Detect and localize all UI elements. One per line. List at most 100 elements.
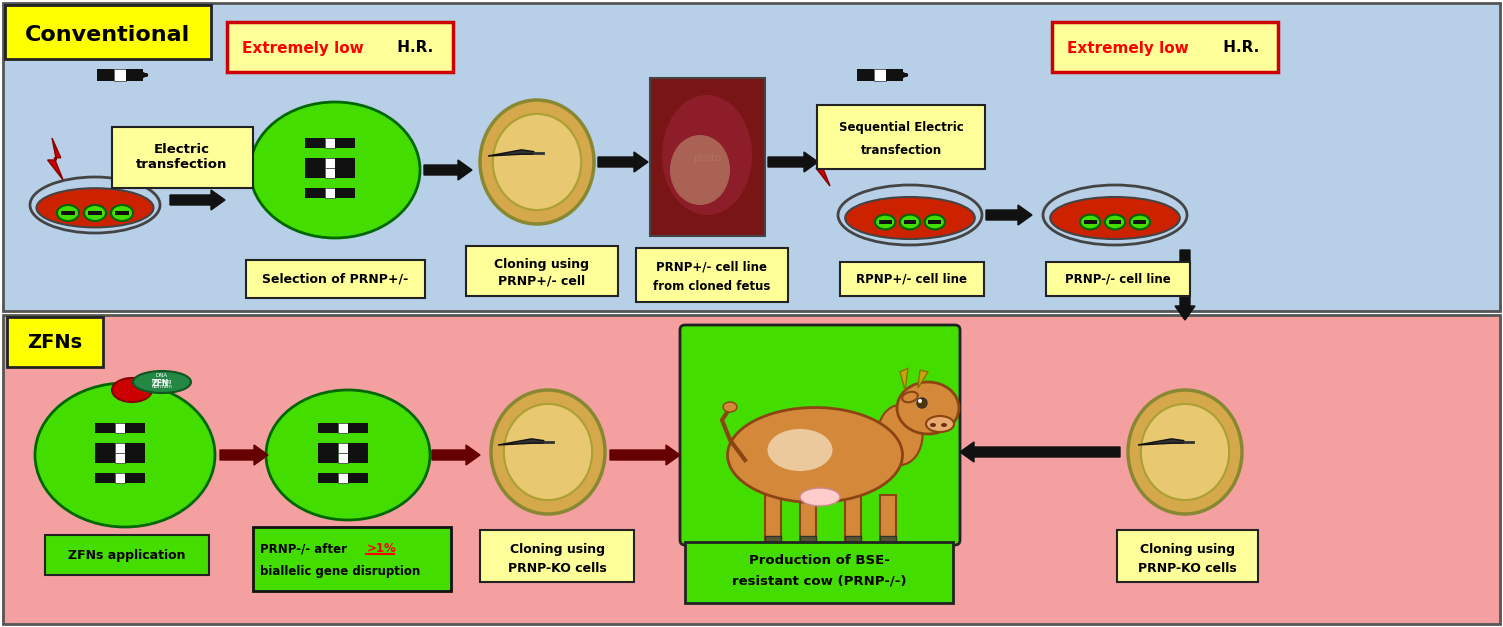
Ellipse shape <box>504 404 592 500</box>
FancyArrow shape <box>424 160 472 180</box>
Ellipse shape <box>84 205 107 221</box>
FancyBboxPatch shape <box>1117 530 1258 582</box>
Ellipse shape <box>57 205 80 221</box>
Text: Extremely low: Extremely low <box>1067 41 1189 56</box>
Text: Electric
transfection: Electric transfection <box>137 143 227 171</box>
FancyBboxPatch shape <box>227 22 452 72</box>
Circle shape <box>918 399 921 403</box>
Bar <box>125 70 143 81</box>
Text: biallelic gene disruption: biallelic gene disruption <box>260 564 421 577</box>
Bar <box>875 70 885 81</box>
Ellipse shape <box>878 405 923 465</box>
Polygon shape <box>1138 439 1184 445</box>
FancyArrow shape <box>986 205 1033 225</box>
Text: PRNP-/- cell line: PRNP-/- cell line <box>1066 273 1171 285</box>
Bar <box>349 453 368 463</box>
Bar <box>305 138 325 148</box>
Bar <box>125 443 144 453</box>
FancyBboxPatch shape <box>479 530 634 582</box>
Ellipse shape <box>661 95 752 215</box>
Ellipse shape <box>924 214 945 229</box>
Polygon shape <box>816 148 830 186</box>
Bar <box>319 473 338 483</box>
Ellipse shape <box>1081 214 1100 229</box>
Ellipse shape <box>249 102 419 238</box>
Bar <box>1133 220 1147 224</box>
Bar <box>845 536 861 544</box>
FancyBboxPatch shape <box>246 260 425 298</box>
Polygon shape <box>497 439 544 445</box>
Polygon shape <box>900 368 908 390</box>
Bar <box>325 158 335 168</box>
Polygon shape <box>48 138 63 180</box>
Ellipse shape <box>845 197 975 239</box>
FancyBboxPatch shape <box>3 3 1500 311</box>
FancyArrow shape <box>219 445 268 465</box>
Ellipse shape <box>1130 214 1150 229</box>
Text: PRNP+/- cell line: PRNP+/- cell line <box>657 261 768 274</box>
Ellipse shape <box>1127 390 1241 514</box>
Ellipse shape <box>727 408 902 502</box>
Bar <box>765 495 782 540</box>
Ellipse shape <box>875 214 896 229</box>
Text: ZFN: ZFN <box>152 379 170 387</box>
Text: DNA
binding
domain: DNA binding domain <box>152 372 173 389</box>
Ellipse shape <box>897 382 959 434</box>
Ellipse shape <box>768 429 833 471</box>
Text: Extremely low: Extremely low <box>242 41 364 56</box>
Ellipse shape <box>113 378 152 402</box>
FancyBboxPatch shape <box>636 248 788 302</box>
Bar <box>879 536 896 544</box>
Bar <box>857 70 875 81</box>
FancyArrow shape <box>170 190 225 210</box>
Text: ZFNs application: ZFNs application <box>68 549 186 562</box>
FancyArrow shape <box>960 442 1120 462</box>
Text: Cloning using: Cloning using <box>494 258 589 271</box>
FancyBboxPatch shape <box>466 246 618 296</box>
Bar <box>349 423 368 433</box>
FancyBboxPatch shape <box>45 535 209 575</box>
Bar <box>335 188 355 198</box>
FancyArrow shape <box>768 152 818 172</box>
Bar <box>95 473 116 483</box>
Bar <box>929 220 941 224</box>
Text: H.R.: H.R. <box>392 41 433 56</box>
Ellipse shape <box>800 488 840 506</box>
FancyBboxPatch shape <box>1046 262 1190 296</box>
Bar <box>349 443 368 453</box>
Bar <box>125 423 144 433</box>
Bar <box>305 168 325 178</box>
FancyBboxPatch shape <box>5 5 210 59</box>
FancyBboxPatch shape <box>8 317 104 367</box>
FancyBboxPatch shape <box>1052 22 1278 72</box>
FancyArrow shape <box>431 445 479 465</box>
FancyArrow shape <box>1175 250 1195 320</box>
FancyBboxPatch shape <box>685 542 953 603</box>
Bar <box>95 423 116 433</box>
Bar <box>116 211 129 215</box>
Bar <box>879 220 891 224</box>
Text: transfection: transfection <box>860 144 941 157</box>
Bar <box>125 453 144 463</box>
Bar <box>89 211 102 215</box>
Text: PRNP+/- cell: PRNP+/- cell <box>499 275 586 288</box>
Bar <box>1109 220 1121 224</box>
Bar <box>325 168 335 178</box>
Bar <box>338 423 349 433</box>
Ellipse shape <box>132 371 191 393</box>
Bar <box>335 138 355 148</box>
Text: >1%: >1% <box>367 542 397 556</box>
Ellipse shape <box>35 383 215 527</box>
FancyArrow shape <box>598 152 648 172</box>
Bar <box>800 536 816 544</box>
Text: PRNP-KO cells: PRNP-KO cells <box>508 562 606 574</box>
Ellipse shape <box>941 423 947 427</box>
Bar <box>338 473 349 483</box>
Text: Selection of PRNP+/-: Selection of PRNP+/- <box>263 273 409 285</box>
Text: from cloned fetus: from cloned fetus <box>654 280 771 293</box>
Ellipse shape <box>479 100 594 224</box>
Ellipse shape <box>900 214 920 229</box>
Bar <box>319 423 338 433</box>
Bar <box>649 78 765 236</box>
Bar <box>116 423 125 433</box>
